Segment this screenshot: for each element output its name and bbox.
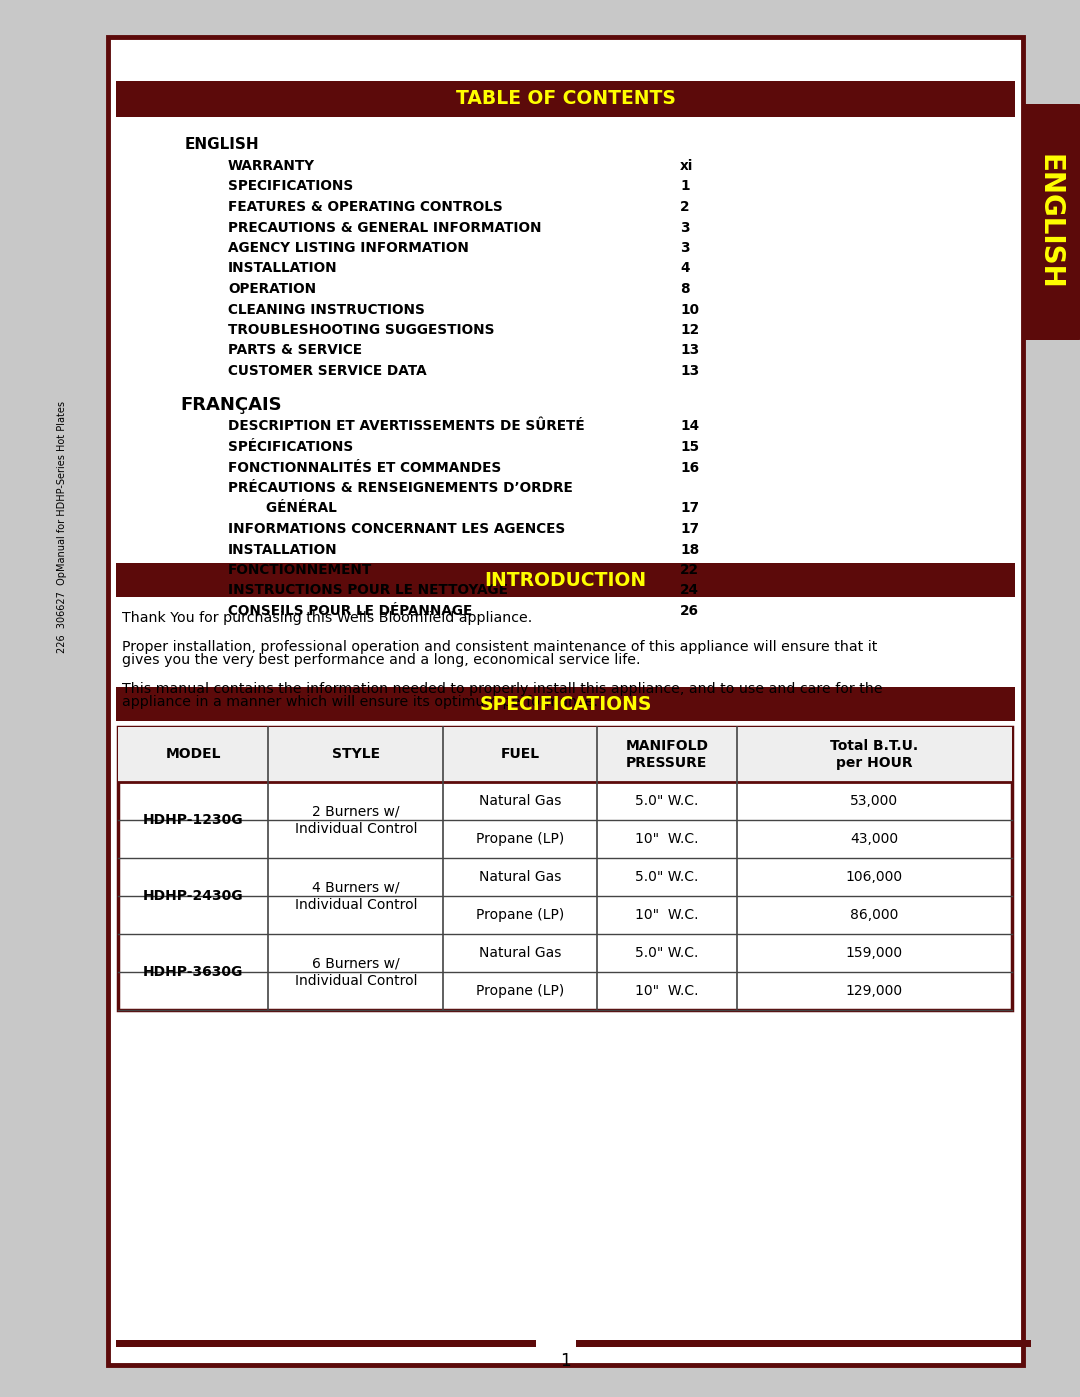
Text: 22: 22 [680,563,699,577]
Text: 13: 13 [680,344,699,358]
Text: Propane (LP): Propane (LP) [476,983,565,997]
Text: FONCTIONNEMENT: FONCTIONNEMENT [228,563,373,577]
Text: 86,000: 86,000 [850,908,899,922]
Text: PRECAUTIONS & GENERAL INFORMATION: PRECAUTIONS & GENERAL INFORMATION [228,221,541,235]
Text: 24: 24 [680,584,699,598]
Bar [116,81,1015,117]
Text: DESCRIPTION ET AVERTISSEMENTS DE SÛRETÉ: DESCRIPTION ET AVERTISSEMENTS DE SÛRETÉ [228,419,584,433]
Text: 4 Burners w/
Individual Control: 4 Burners w/ Individual Control [295,880,417,912]
Text: 15: 15 [680,440,699,454]
Text: appliance in a manner which will ensure its optimum performance.: appliance in a manner which will ensure … [122,694,598,710]
Bar [118,726,1012,782]
Text: Natural Gas: Natural Gas [480,870,562,884]
Text: 6 Burners w/
Individual Control: 6 Burners w/ Individual Control [295,957,417,988]
Text: ENGLISH: ENGLISH [1036,154,1064,289]
Bar [116,687,1015,721]
Bar [116,1340,536,1347]
Text: 17: 17 [680,502,699,515]
Text: 13: 13 [680,365,699,379]
Text: FONCTIONNALITÉS ET COMMANDES: FONCTIONNALITÉS ET COMMANDES [228,461,501,475]
Text: 1: 1 [680,179,690,194]
Text: 12: 12 [680,323,699,337]
Text: 2 Burners w/
Individual Control: 2 Burners w/ Individual Control [295,805,417,835]
Text: HDHP-2430G: HDHP-2430G [143,888,243,902]
Text: Natural Gas: Natural Gas [480,946,562,960]
Text: Proper installation, professional operation and consistent maintenance of this a: Proper installation, professional operat… [122,640,877,654]
Text: INSTALLATION: INSTALLATION [228,542,338,556]
Bar [116,563,1015,597]
Text: CLEANING INSTRUCTIONS: CLEANING INSTRUCTIONS [228,303,424,317]
Text: FUEL: FUEL [501,747,540,761]
Text: 106,000: 106,000 [846,870,903,884]
Text: FRANÇAIS: FRANÇAIS [180,397,282,415]
Text: 3: 3 [680,221,690,235]
Bar [108,36,1023,1365]
Text: STYLE: STYLE [332,747,380,761]
Text: TABLE OF CONTENTS: TABLE OF CONTENTS [456,89,675,109]
Bar [118,726,1012,1010]
Text: 5.0" W.C.: 5.0" W.C. [635,870,699,884]
Text: 14: 14 [680,419,699,433]
Text: 10"  W.C.: 10" W.C. [635,908,699,922]
Text: SPECIFICATIONS: SPECIFICATIONS [480,694,651,714]
Text: 2: 2 [680,200,689,214]
Text: HDHP-1230G: HDHP-1230G [143,813,243,827]
Text: INTRODUCTION: INTRODUCTION [485,570,647,590]
Text: 16: 16 [680,461,699,475]
Text: 5.0" W.C.: 5.0" W.C. [635,793,699,807]
Text: GÉNÉRAL: GÉNÉRAL [228,502,337,515]
Text: INFORMATIONS CONCERNANT LES AGENCES: INFORMATIONS CONCERNANT LES AGENCES [228,522,565,536]
Text: INSTALLATION: INSTALLATION [228,261,338,275]
Text: 26: 26 [680,604,699,617]
Text: 10"  W.C.: 10" W.C. [635,833,699,847]
Text: 53,000: 53,000 [850,793,899,807]
Text: MODEL: MODEL [165,747,220,761]
Text: Thank You for purchasing this Wells Bloomfield appliance.: Thank You for purchasing this Wells Bloo… [122,610,532,624]
Text: gives you the very best performance and a long, economical service life.: gives you the very best performance and … [122,652,640,666]
Text: HDHP-3630G: HDHP-3630G [143,965,243,979]
Text: FEATURES & OPERATING CONTROLS: FEATURES & OPERATING CONTROLS [228,200,503,214]
Text: Natural Gas: Natural Gas [480,793,562,807]
Text: TROUBLESHOOTING SUGGESTIONS: TROUBLESHOOTING SUGGESTIONS [228,323,495,337]
Text: 5.0" W.C.: 5.0" W.C. [635,946,699,960]
Text: CONSEILS POUR LE DÉPANNAGE: CONSEILS POUR LE DÉPANNAGE [228,604,472,617]
Text: 10"  W.C.: 10" W.C. [635,983,699,997]
Text: CUSTOMER SERVICE DATA: CUSTOMER SERVICE DATA [228,365,427,379]
Text: ENGLISH: ENGLISH [185,137,259,152]
Text: 8: 8 [680,282,690,296]
Text: Total B.T.U.
per HOUR: Total B.T.U. per HOUR [831,739,918,770]
Text: This manual contains the information needed to properly install this appliance, : This manual contains the information nee… [122,682,882,696]
Text: PRÉCAUTIONS & RENSEIGNEMENTS D’ORDRE: PRÉCAUTIONS & RENSEIGNEMENTS D’ORDRE [228,481,572,495]
Text: AGENCY LISTING INFORMATION: AGENCY LISTING INFORMATION [228,242,469,256]
Text: 4: 4 [680,261,689,275]
Text: WARRANTY: WARRANTY [228,159,315,173]
Text: Propane (LP): Propane (LP) [476,908,565,922]
Text: OPERATION: OPERATION [228,282,316,296]
FancyBboxPatch shape [1018,103,1080,339]
Text: 18: 18 [680,542,699,556]
Text: 3: 3 [680,242,690,256]
Text: 10: 10 [680,303,699,317]
Text: MANIFOLD
PRESSURE: MANIFOLD PRESSURE [625,739,708,770]
Text: 1: 1 [561,1352,571,1370]
Text: 129,000: 129,000 [846,983,903,997]
Bar [576,1340,1031,1347]
Text: INSTRUCTIONS POUR LE NETTOYAGE: INSTRUCTIONS POUR LE NETTOYAGE [228,584,508,598]
Text: 226  306627  OpManual for HDHP-Series Hot Plates: 226 306627 OpManual for HDHP-Series Hot … [57,401,67,652]
Text: PARTS & SERVICE: PARTS & SERVICE [228,344,362,358]
Text: SPÉCIFICATIONS: SPÉCIFICATIONS [228,440,353,454]
Text: Propane (LP): Propane (LP) [476,833,565,847]
Text: xi: xi [680,159,693,173]
Text: 17: 17 [680,522,699,536]
Text: 43,000: 43,000 [850,833,899,847]
Text: 159,000: 159,000 [846,946,903,960]
Text: SPECIFICATIONS: SPECIFICATIONS [228,179,353,194]
